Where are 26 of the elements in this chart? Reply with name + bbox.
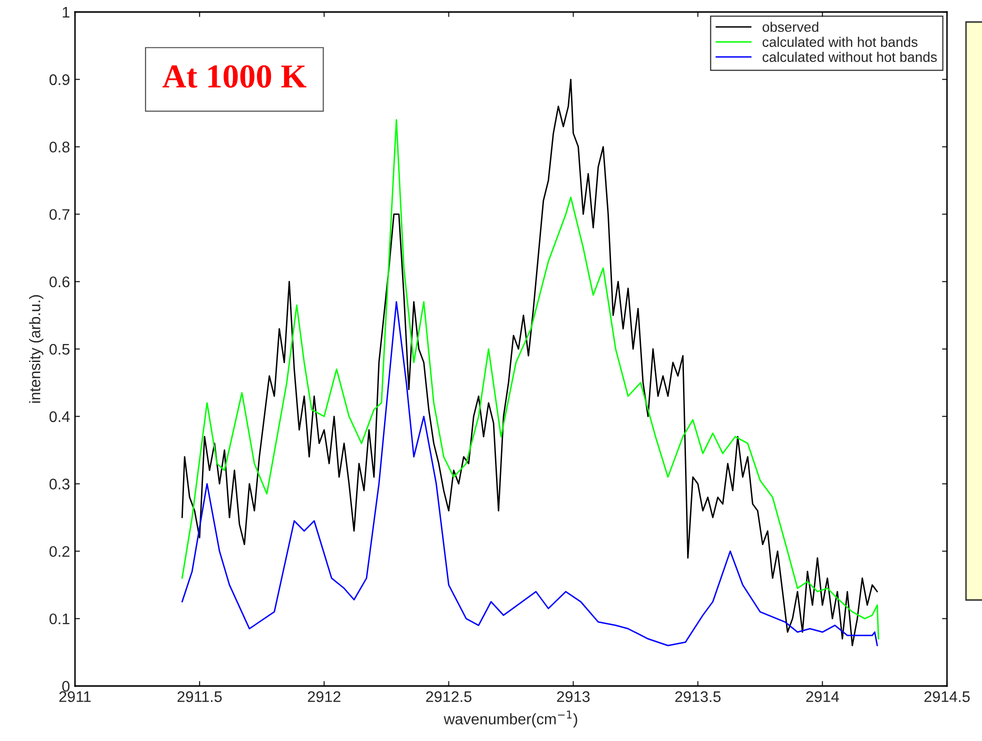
x-tick-label: 2914 [806,691,839,702]
x-tick-label: 2913 [557,691,590,702]
y-tick-label: 0.3 [50,478,70,490]
annotation: At 1000 K [162,65,306,88]
y-tick-label: 0.9 [50,74,70,86]
x-tick-label: 2911.5 [178,691,222,702]
legend-label: observed [762,22,818,32]
y-tick-label: 0.7 [50,209,70,220]
legend-label: calculated with hot bands [762,36,918,47]
y-tick-label: 1 [62,7,70,18]
x-tick-label: 2913.5 [675,691,721,702]
y-tick-label: 0.5 [50,344,70,355]
y-tick-label: 0.2 [50,546,70,557]
y-tick-label: 0.6 [50,276,70,288]
x-tick-label: 2914.5 [924,691,970,702]
y-tick-label: 0.4 [50,411,70,422]
x-axis-title: wavenumber(cm$^{−1}$) [444,710,578,728]
legend-label: calculated without hot bands [762,52,937,62]
y-tick-label: 0 [62,680,70,692]
x-tick-label: 2911 [59,691,91,702]
y-tick-label: 0.1 [50,613,70,624]
y-axis-title: intensity (arb.u.) [29,295,44,403]
x-tick-label: 2912.5 [426,691,472,702]
line-series [181,301,878,646]
x-tick-label: 2912 [308,691,340,702]
y-tick-label: 0.8 [50,142,70,152]
